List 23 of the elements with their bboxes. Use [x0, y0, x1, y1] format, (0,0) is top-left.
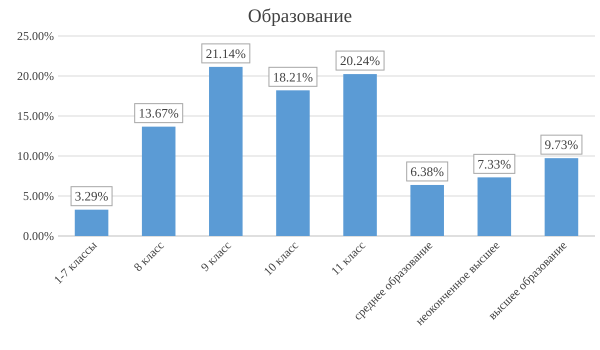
bar	[544, 158, 578, 236]
bar	[478, 177, 512, 236]
bar	[343, 74, 377, 236]
y-tick-label: 15.00%	[17, 109, 54, 123]
data-label: 20.24%	[340, 53, 380, 68]
data-label: 3.29%	[74, 188, 109, 204]
bar	[209, 66, 243, 236]
y-tick-label: 10.00%	[17, 149, 54, 163]
bar	[142, 126, 176, 236]
y-tick-label: 0.00%	[23, 229, 54, 243]
data-label: 18.21%	[272, 69, 314, 84]
data-label: 21.14%	[206, 46, 246, 61]
y-tick-label: 25.00%	[17, 29, 54, 43]
data-label: 7.33%	[478, 156, 512, 172]
chart-title: Образование	[248, 6, 352, 27]
bar	[74, 210, 108, 236]
bar	[410, 184, 444, 236]
y-tick-label: 5.00%	[23, 189, 54, 203]
y-tick-label: 20.00%	[17, 69, 54, 83]
data-label: 6.38%	[410, 164, 444, 179]
data-label: 13.67%	[138, 106, 179, 121]
data-label: 9.73%	[544, 137, 578, 152]
bar	[276, 90, 310, 236]
